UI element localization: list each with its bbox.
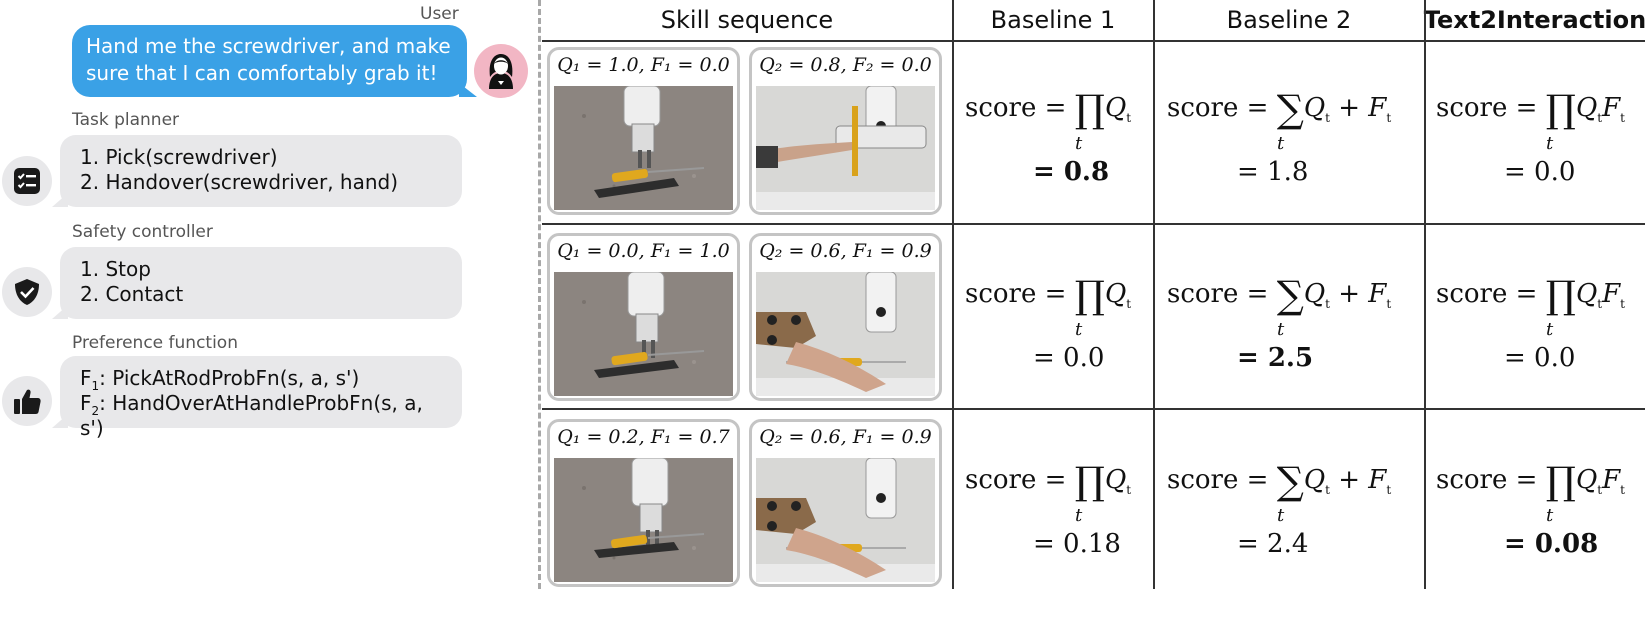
header-skill-sequence: Skill sequence	[660, 6, 834, 34]
score-formula-baseline1: score = ∏Qt t = 0.8	[965, 87, 1175, 247]
formula-index: t	[1075, 505, 1083, 526]
robot-handover-screwdriver-photo	[756, 272, 935, 396]
score-formula-text2interaction: score = ∏QtFt t = 0.0	[1436, 273, 1645, 433]
score-formula-baseline2: score = ∑Qt + Ft t = 1.8	[1167, 87, 1391, 247]
score-value: = 2.5	[1237, 343, 1314, 373]
header-baseline-2: Baseline 2	[1226, 6, 1352, 34]
skill-caption: Q₁ = 0.2, F₁ = 0.7	[557, 426, 730, 448]
user-message-bubble: Hand me the screwdriver, and make sure t…	[72, 25, 477, 97]
pf-prefix: F	[80, 391, 92, 415]
formula-expression: score = ∏Qt	[965, 87, 1132, 131]
user-label: User	[420, 4, 459, 24]
formula-index: t	[1546, 319, 1554, 340]
formula-index: t	[1546, 505, 1554, 526]
safety-controller-label: Safety controller	[72, 222, 213, 242]
task-planner-label: Task planner	[72, 110, 180, 130]
formula-expression: score = ∑Qt + Ft	[1167, 459, 1392, 503]
formula-expression: score = ∏QtFt	[1436, 459, 1625, 503]
robot-handover-screwdriver-photo	[756, 458, 935, 582]
pf-subscript: 2	[91, 404, 100, 418]
formula-expression: score = ∏QtFt	[1436, 87, 1625, 131]
skill-caption: Q₁ = 0.0, F₁ = 1.0	[557, 240, 730, 262]
skill-caption: Q₂ = 0.8, F₂ = 0.0	[759, 54, 932, 76]
checklist-icon	[2, 156, 52, 206]
task-planner-line: 2. Handover(screwdriver, hand)	[80, 170, 399, 194]
score-formula-baseline1: score = ∏Qt t = 0.18	[965, 459, 1175, 619]
score-value: = 2.4	[1237, 529, 1309, 559]
skill-caption: Q₁ = 1.0, F₁ = 0.0	[557, 54, 730, 76]
formula-index: t	[1075, 319, 1083, 340]
pf-text: : PickAtRodProbFn(s, a, s')	[99, 366, 360, 390]
score-value: = 0.08	[1504, 529, 1599, 559]
robot-picking-screwdriver-photo	[554, 86, 733, 210]
formula-index: t	[1277, 133, 1285, 154]
robot-picking-screwdriver-photo	[554, 458, 733, 582]
dashed-divider	[538, 0, 541, 589]
user-message-line: Hand me the screwdriver, and make	[86, 34, 451, 58]
skill-caption: Q₂ = 0.6, F₁ = 0.9	[759, 426, 932, 448]
preference-function-label: Preference function	[72, 333, 238, 353]
score-formula-baseline2: score = ∑Qt + Ft t = 2.5	[1167, 273, 1391, 433]
user-avatar-icon	[474, 44, 528, 98]
safety-controller-line: 2. Contact	[80, 282, 184, 306]
pf-prefix: F	[80, 366, 92, 390]
score-value: = 0.0	[1033, 343, 1105, 373]
score-formula-text2interaction: score = ∏QtFt t = 0.0	[1436, 87, 1645, 247]
robot-picking-screwdriver-photo	[554, 272, 733, 396]
skill-photo-card: Q₂ = 0.6, F₁ = 0.9	[749, 419, 942, 587]
pf-subscript: 1	[91, 379, 100, 393]
shield-check-icon	[2, 267, 52, 317]
thumbs-up-icon	[2, 376, 52, 426]
skill-caption: Q₂ = 0.6, F₁ = 0.9	[759, 240, 932, 262]
formula-expression: score = ∑Qt + Ft	[1167, 273, 1392, 317]
row-divider	[542, 40, 1645, 42]
preference-function-line: F1: PickAtRodProbFn(s, a, s')	[80, 366, 442, 393]
score-value: = 0.8	[1033, 157, 1110, 187]
column-divider	[952, 0, 954, 589]
row-divider	[542, 408, 1645, 410]
skill-photo-card: Q₁ = 0.2, F₁ = 0.7	[547, 419, 740, 587]
score-value: = 0.0	[1504, 343, 1576, 373]
safety-controller-line: 1. Stop	[80, 257, 151, 281]
formula-index: t	[1075, 133, 1083, 154]
score-formula-text2interaction: score = ∏QtFt t = 0.08	[1436, 459, 1645, 619]
formula-index: t	[1277, 319, 1285, 340]
task-planner-line: 1. Pick(screwdriver)	[80, 145, 278, 169]
skill-photo-card: Q₁ = 1.0, F₁ = 0.0	[547, 47, 740, 215]
score-value: = 0.0	[1504, 157, 1576, 187]
task-planner-bubble: 1. Pick(screwdriver) 2. Handover(screwdr…	[52, 135, 462, 207]
skill-photo-card: Q₁ = 0.0, F₁ = 1.0	[547, 233, 740, 401]
row-divider	[542, 223, 1645, 225]
safety-controller-bubble: 1. Stop 2. Contact	[52, 247, 462, 319]
header-text2interaction: Text2Interaction	[1423, 6, 1645, 34]
robot-handover-screwdriver-photo	[756, 86, 935, 210]
formula-index: t	[1546, 133, 1554, 154]
formula-expression: score = ∏Qt	[965, 459, 1132, 503]
preference-function-bubble: F1: PickAtRodProbFn(s, a, s') F2: HandOv…	[52, 356, 462, 440]
score-formula-baseline2: score = ∑Qt + Ft t = 2.4	[1167, 459, 1391, 619]
preference-function-line: F2: HandOverAtHandleProbFn(s, a, s')	[80, 391, 442, 441]
formula-expression: score = ∑Qt + Ft	[1167, 87, 1392, 131]
formula-expression: score = ∏Qt	[965, 273, 1132, 317]
user-message-line: sure that I can comfortably grab it!	[86, 61, 438, 85]
score-formula-baseline1: score = ∏Qt t = 0.0	[965, 273, 1175, 433]
header-baseline-1: Baseline 1	[990, 6, 1116, 34]
skill-photo-card: Q₂ = 0.6, F₁ = 0.9	[749, 233, 942, 401]
score-value: = 1.8	[1237, 157, 1309, 187]
formula-expression: score = ∏QtFt	[1436, 273, 1625, 317]
column-divider	[1424, 0, 1426, 589]
skill-photo-card: Q₂ = 0.8, F₂ = 0.0	[749, 47, 942, 215]
formula-index: t	[1277, 505, 1285, 526]
column-divider	[1153, 0, 1155, 589]
score-value: = 0.18	[1033, 529, 1121, 559]
pf-text: : HandOverAtHandleProbFn(s, a, s')	[80, 391, 423, 440]
